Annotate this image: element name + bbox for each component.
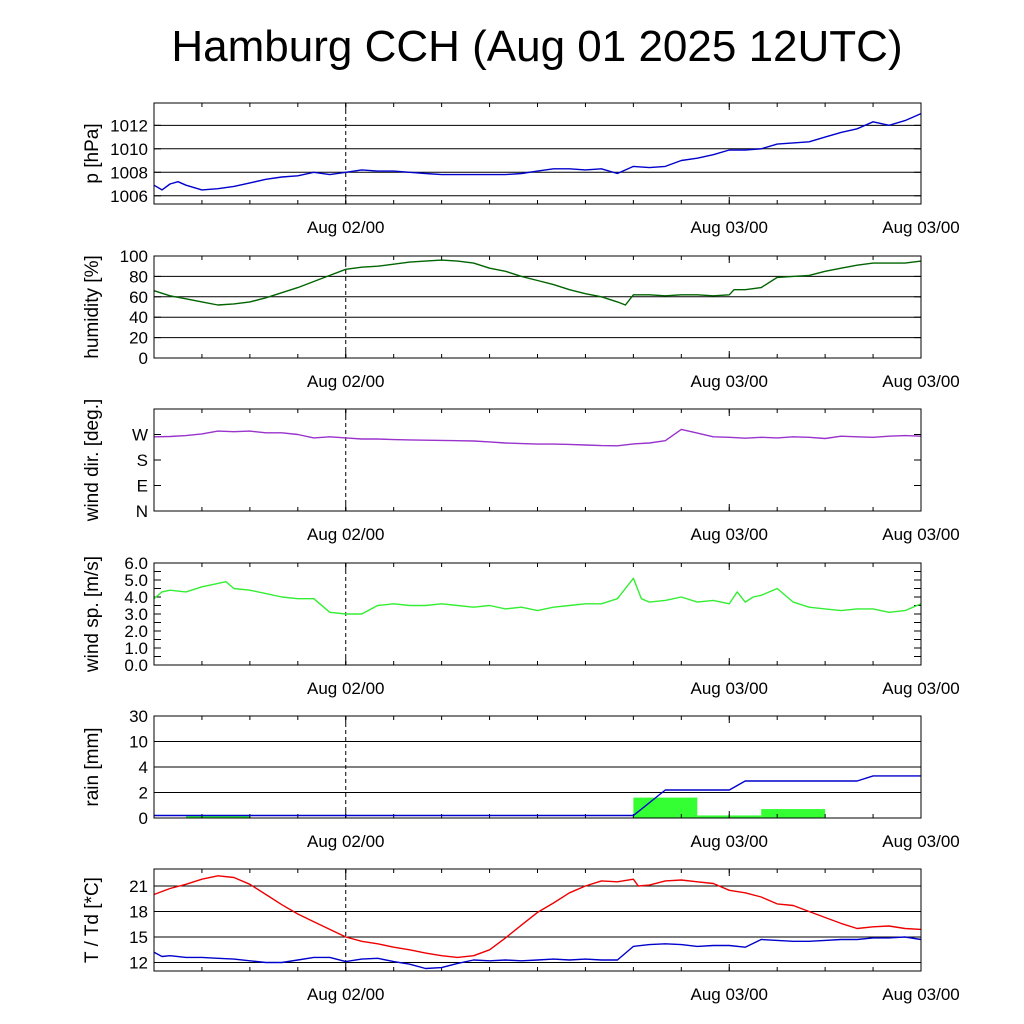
x-tick-label: Aug 02/00 <box>307 525 385 544</box>
series-line-pressure <box>153 112 922 191</box>
temperature-panel: 12 15 18 21 Aug 02/00 Aug 03/00 Aug 03/00 T / T… <box>82 868 960 1004</box>
y-tick-label: 0 <box>139 349 148 368</box>
y-tick-label: 1.0 <box>124 639 148 658</box>
x-tick-label: Aug 03/00 <box>690 985 768 1004</box>
x-tick-label: Aug 02/00 <box>307 985 385 1004</box>
rain-bar <box>185 815 250 818</box>
x-tick-label: Aug 03/00 <box>882 985 960 1004</box>
y-tick-label: 6.0 <box>124 554 148 573</box>
pressure-panel: 1006 1008 1010 1012 Aug 02/00 Aug 03/00 Aug 03… <box>82 102 960 237</box>
x-tick-label: Aug 03/00 <box>882 679 960 698</box>
y-tick-label: 1010 <box>110 140 148 159</box>
x-tick-label: Aug 03/00 <box>882 372 960 391</box>
y-tick-label: 2.0 <box>124 622 148 641</box>
x-tick-label: Aug 02/00 <box>307 832 385 851</box>
y-tick-label: 3.0 <box>124 605 148 624</box>
y-axis-label: rain [mm] <box>82 727 103 806</box>
y-tick-label: 5.0 <box>124 571 148 590</box>
y-tick-label: 4 <box>139 758 148 777</box>
plot-frame <box>153 868 922 972</box>
y-tick-label: E <box>137 477 148 496</box>
y-axis-label: p [hPa] <box>82 123 103 183</box>
plot-frame <box>153 562 922 666</box>
x-tick-label: Aug 03/00 <box>690 218 768 237</box>
rain-panel: 0 2 4 10 30 Aug 02/00 Aug 03/00 Aug 03/00 rain [… <box>82 707 960 851</box>
y-tick-label: 40 <box>129 308 148 327</box>
y-tick-label: 80 <box>129 267 148 286</box>
y-tick-label: S <box>137 451 148 470</box>
y-axis-label: humidity [%] <box>82 255 103 358</box>
y-tick-label: 2 <box>139 784 148 803</box>
y-axis-label: T / Td [*C] <box>82 877 103 963</box>
plot-frame <box>153 408 922 512</box>
y-tick-label: 1008 <box>110 163 148 182</box>
x-tick-label: Aug 03/00 <box>690 372 768 391</box>
y-tick-label: 4.0 <box>124 588 148 607</box>
series-line-temperature <box>153 875 922 959</box>
plot-frame <box>153 102 922 205</box>
y-tick-label: 100 <box>120 247 148 266</box>
x-tick-label: Aug 03/00 <box>690 679 768 698</box>
y-tick-label: 12 <box>129 954 148 973</box>
plot-frame <box>153 255 922 359</box>
y-tick-label: 0.0 <box>124 656 148 675</box>
y-tick-label: 18 <box>129 903 148 922</box>
rain-bar <box>761 809 826 818</box>
x-tick-label: Aug 03/00 <box>690 832 768 851</box>
y-tick-label: 0 <box>139 809 148 828</box>
y-tick-label: 1006 <box>110 187 148 206</box>
x-tick-label: Aug 03/00 <box>882 832 960 851</box>
series-line-wind_speed <box>153 577 922 615</box>
x-tick-label: Aug 02/00 <box>307 372 385 391</box>
y-tick-label: W <box>132 426 148 445</box>
wind-speed-panel: 0.01.02.03.04.05.06.0 Aug 02/00 Aug 03/00 A… <box>82 554 960 698</box>
series-line-humidity <box>153 259 922 306</box>
y-tick-label: 30 <box>129 707 148 726</box>
x-tick-label: Aug 02/00 <box>307 679 385 698</box>
y-tick-label: 1012 <box>110 116 148 135</box>
x-tick-label: Aug 03/00 <box>882 525 960 544</box>
y-axis-label: wind dir. [deg.] <box>82 399 103 523</box>
y-axis-label: wind sp. [m/s] <box>82 556 103 673</box>
y-tick-label: 15 <box>129 928 148 947</box>
series-line-wind_dir <box>153 428 922 447</box>
y-tick-label: 10 <box>129 733 148 752</box>
y-tick-label: N <box>136 502 148 521</box>
plot-frame <box>153 715 922 819</box>
series-line-rain_total <box>154 775 921 817</box>
y-tick-label: 20 <box>129 329 148 348</box>
x-tick-label: Aug 02/00 <box>307 218 385 237</box>
y-tick-label: 60 <box>129 288 148 307</box>
x-tick-label: Aug 03/00 <box>690 525 768 544</box>
y-tick-label: 21 <box>129 877 148 896</box>
x-tick-label: Aug 03/00 <box>882 218 960 237</box>
series-line-dewpoint <box>153 936 922 970</box>
page-title: Hamburg CCH (Aug 01 2025 12UTC) <box>171 22 903 71</box>
